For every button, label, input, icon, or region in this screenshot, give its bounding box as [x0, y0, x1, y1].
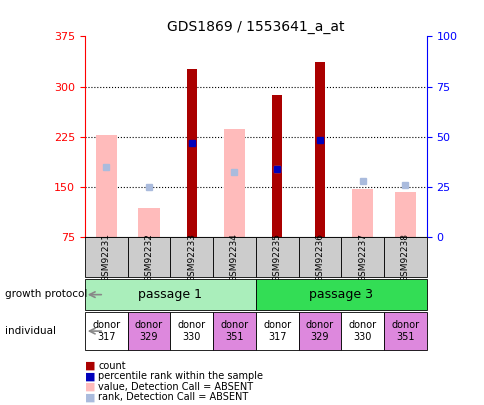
Bar	[351, 189, 373, 237]
Text: rank, Detection Call = ABSENT: rank, Detection Call = ABSENT	[98, 392, 248, 402]
Bar	[170, 312, 212, 350]
Bar	[298, 237, 341, 277]
Text: passage 1: passage 1	[138, 288, 202, 301]
Text: individual: individual	[5, 326, 56, 336]
Text: ■: ■	[85, 382, 95, 392]
Bar	[256, 279, 426, 310]
Bar	[186, 68, 196, 237]
Text: GSM92237: GSM92237	[358, 233, 366, 281]
Text: donor
330: donor 330	[348, 320, 376, 342]
Bar	[85, 312, 127, 350]
Bar	[315, 62, 324, 237]
Text: GSM92236: GSM92236	[315, 233, 324, 281]
Text: donor
351: donor 351	[391, 320, 419, 342]
Bar	[127, 237, 170, 277]
Bar	[341, 312, 383, 350]
Bar	[223, 129, 244, 237]
Text: donor
330: donor 330	[177, 320, 205, 342]
Bar	[383, 237, 426, 277]
Text: value, Detection Call = ABSENT: value, Detection Call = ABSENT	[98, 382, 253, 392]
Bar	[95, 135, 117, 237]
Text: GSM92231: GSM92231	[102, 233, 110, 281]
Bar	[272, 95, 281, 237]
Bar	[256, 237, 298, 277]
Text: GSM92234: GSM92234	[229, 233, 239, 281]
Text: GSM92235: GSM92235	[272, 233, 281, 281]
Bar	[127, 312, 170, 350]
Text: GSM92233: GSM92233	[187, 233, 196, 281]
Bar	[212, 312, 256, 350]
Text: passage 3: passage 3	[309, 288, 373, 301]
Text: GSM92238: GSM92238	[400, 233, 409, 281]
Text: donor
351: donor 351	[220, 320, 248, 342]
Bar	[298, 312, 341, 350]
Text: donor
317: donor 317	[263, 320, 291, 342]
Text: ■: ■	[85, 361, 95, 371]
Text: donor
317: donor 317	[92, 320, 120, 342]
Text: ■: ■	[85, 371, 95, 381]
Bar	[256, 312, 298, 350]
Text: growth protocol: growth protocol	[5, 290, 87, 299]
Title: GDS1869 / 1553641_a_at: GDS1869 / 1553641_a_at	[167, 20, 344, 34]
Text: donor
329: donor 329	[135, 320, 163, 342]
Text: ■: ■	[85, 392, 95, 402]
Text: percentile rank within the sample: percentile rank within the sample	[98, 371, 263, 381]
Bar	[383, 312, 426, 350]
Bar	[212, 237, 256, 277]
Bar	[85, 279, 256, 310]
Text: count: count	[98, 361, 126, 371]
Bar	[341, 237, 383, 277]
Text: donor
329: donor 329	[305, 320, 333, 342]
Text: GSM92232: GSM92232	[144, 233, 153, 281]
Bar	[394, 192, 415, 237]
Bar	[170, 237, 212, 277]
Bar	[138, 208, 159, 237]
Bar	[85, 237, 127, 277]
